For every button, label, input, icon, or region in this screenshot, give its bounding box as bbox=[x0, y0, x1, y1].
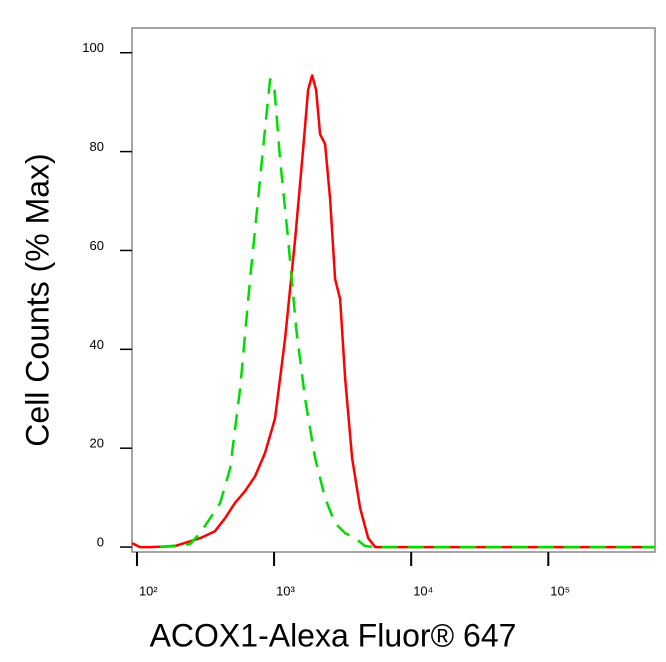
x-tick-label: 10⁵ bbox=[550, 583, 570, 598]
y-tick-label: 0 bbox=[97, 534, 104, 549]
series-line bbox=[159, 78, 655, 549]
y-tick-label: 20 bbox=[90, 436, 104, 451]
y-tick-label: 60 bbox=[90, 238, 104, 253]
y-axis-label: Cell Counts (% Max) bbox=[19, 153, 55, 446]
x-tick-label: 10³ bbox=[276, 583, 295, 598]
y-tick-label: 40 bbox=[90, 337, 104, 352]
x-tick-label: 10² bbox=[139, 583, 158, 598]
series-line bbox=[131, 74, 655, 549]
x-tick-label: 10⁴ bbox=[413, 583, 433, 598]
y-tick-label: 80 bbox=[90, 139, 104, 154]
x-axis-label: ACOX1-Alexa Fluor® 647 bbox=[150, 617, 517, 653]
plot-frame bbox=[131, 27, 656, 553]
y-tick-label: 100 bbox=[82, 40, 104, 55]
